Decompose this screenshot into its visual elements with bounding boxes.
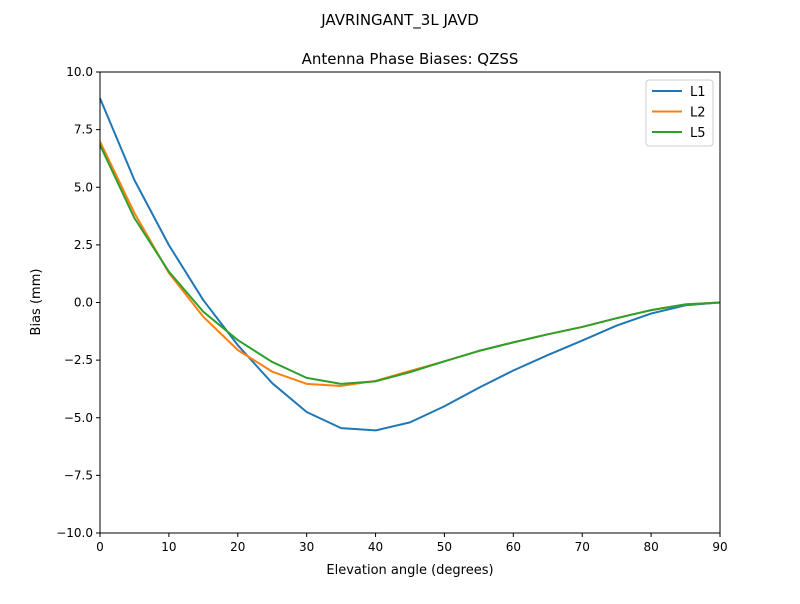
y-tick-label: 5.0: [74, 180, 93, 194]
legend-box: [645, 79, 714, 147]
y-tick-label: 10.0: [66, 65, 93, 79]
x-tick-label: 10: [161, 540, 176, 554]
y-tick-label: −2.5: [64, 353, 93, 367]
x-tick-label: 90: [712, 540, 727, 554]
y-tick-label: −10.0: [56, 526, 93, 540]
y-tick-label: 7.5: [74, 123, 93, 137]
y-axis-label: Bias (mm): [29, 269, 44, 336]
x-axis-label: Elevation angle (degrees): [326, 563, 493, 578]
y-tick-label: 2.5: [74, 238, 93, 252]
series-line-l1: [99, 97, 721, 432]
x-tick-label: 40: [368, 540, 383, 554]
x-tick-label: 0: [96, 540, 104, 554]
y-tick-label: 0.0: [74, 296, 93, 310]
x-tick-label: 60: [506, 540, 521, 554]
y-tick-label: −5.0: [64, 411, 93, 425]
x-tick-label: 30: [299, 540, 314, 554]
figure-suptitle: JAVRINGANT_3L JAVD: [320, 11, 479, 30]
legend-label: L1: [690, 85, 706, 100]
y-tick-label: −7.5: [64, 468, 93, 482]
x-tick-label: 80: [643, 540, 658, 554]
plot-frame: [99, 71, 721, 534]
x-tick-label: 50: [437, 540, 452, 554]
x-tick-label: 20: [230, 540, 245, 554]
legend-label: L5: [690, 126, 706, 141]
legend: L1 L2 L5: [645, 79, 714, 147]
x-tick-label: 70: [575, 540, 590, 554]
legend-label: L2: [690, 106, 706, 121]
series-line-l5: [99, 144, 721, 385]
series-line-l2: [99, 141, 721, 387]
chart-title: Antenna Phase Biases: QZSS: [302, 50, 519, 68]
